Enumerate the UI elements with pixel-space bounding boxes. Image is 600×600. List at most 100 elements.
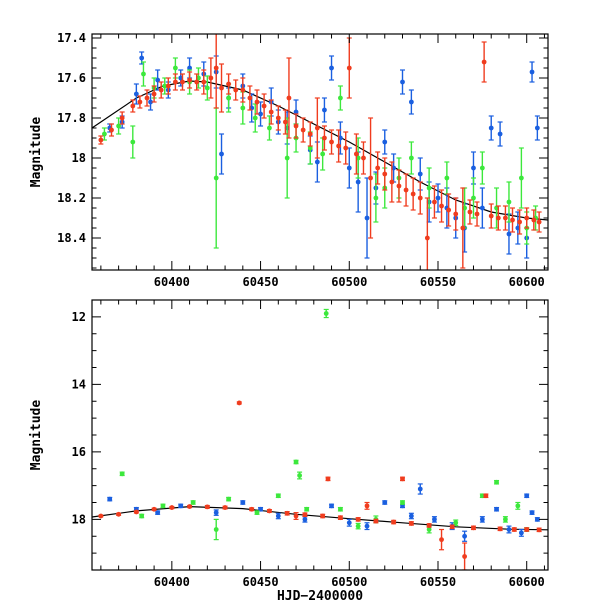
y-tick-label: 12 [72,310,86,324]
data-point [497,131,503,137]
data-point [400,79,405,85]
y-axis-label: Magnitude [29,400,44,471]
data-point [302,512,308,518]
data-point [453,520,459,526]
data-point [338,506,343,512]
data-point [284,510,290,516]
data-point [213,510,219,516]
data-point [471,165,476,171]
data-point [141,71,146,77]
data-point [267,125,272,131]
x-axis-label: HJD−2400000 [277,589,363,600]
data-point [373,195,379,201]
data-point [329,503,334,509]
data-point [130,103,136,109]
data-point [382,139,388,145]
data-point [139,513,145,519]
data-point [511,527,517,532]
data-point [284,155,290,161]
data-point [408,99,414,105]
data-point [249,506,255,512]
data-point [426,185,432,191]
data-point [133,91,139,97]
data-point [439,203,444,209]
data-point [236,400,242,406]
data-point [462,533,468,539]
data-point [432,516,437,522]
data-point [524,527,530,532]
data-point [400,500,405,505]
data-point [275,513,281,519]
data-point [483,493,489,499]
data-point [178,503,184,509]
y-tick-label: 17.8 [57,111,86,125]
data-point [417,195,423,201]
data-point [297,473,302,478]
x-tick-label: 60450 [242,575,278,589]
data-point [510,217,515,223]
data-point [323,311,329,316]
x-tick-label: 60450 [242,275,278,289]
data-point [133,509,139,515]
y-axis-label: Magnitude [29,117,44,188]
x-tick-label: 60600 [509,575,545,589]
data-point [226,95,232,101]
data-point [353,151,359,157]
data-point [213,65,219,71]
top-panel-plot: 60400 60450 60500 60550 60600 17.4 17.6 17.8 18 1… [29,31,549,289]
data-point [190,500,196,505]
series-blue [107,483,540,542]
data-point [382,171,388,177]
data-point [446,207,452,213]
data-point [204,504,210,510]
data-point [506,231,512,237]
data-point [194,79,200,85]
data-point [494,506,499,512]
data-point [449,524,455,530]
data-point [158,87,164,93]
data-point [481,59,487,65]
data-point [151,91,157,97]
data-point [329,65,334,71]
data-point [219,85,224,91]
data-point [293,109,299,115]
data-point [338,515,343,521]
series-blue [107,51,540,259]
data-point [408,155,414,161]
data-point [314,159,320,165]
data-point [497,526,503,532]
data-point [364,215,370,221]
data-point [432,199,437,205]
data-point [226,81,232,87]
data-point [98,513,104,519]
data-point [307,145,313,151]
data-point [471,195,476,201]
data-point [119,115,125,121]
data-point [320,151,326,157]
data-point [417,171,423,177]
x-tick-label: 60550 [420,575,456,589]
data-point [396,183,402,189]
data-point [325,476,331,482]
data-point [467,209,473,215]
series-green [119,308,530,541]
data-point [373,518,379,524]
data-point [355,179,361,185]
series-red [98,400,542,570]
data-point [529,69,535,75]
series-red [98,34,542,270]
data-point [222,505,228,510]
data-point [172,79,178,85]
y-tick-label: 18 [72,512,86,526]
data-point [102,131,107,137]
data-point [268,109,274,115]
data-point [346,65,352,71]
data-point [233,87,239,93]
data-point [536,219,542,225]
data-point [364,523,370,529]
data-point [534,125,540,131]
data-point [403,187,409,193]
y-tick-label: 18 [72,151,86,165]
data-point [329,139,334,145]
data-point [160,503,166,509]
